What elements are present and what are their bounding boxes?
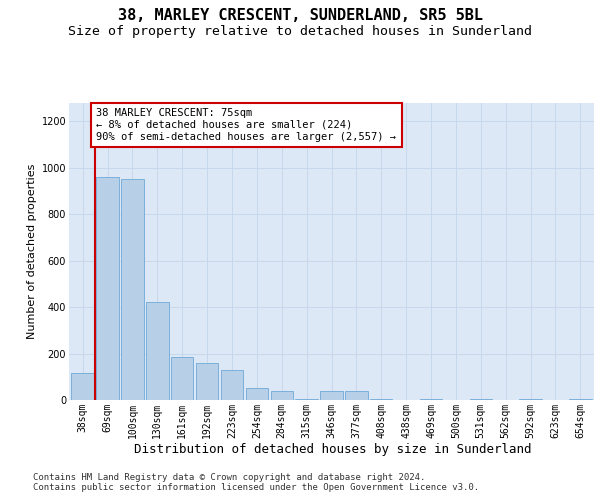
Bar xyxy=(345,390,368,400)
Bar xyxy=(97,177,119,400)
Bar xyxy=(295,399,318,400)
Bar xyxy=(520,399,542,400)
Text: Distribution of detached houses by size in Sunderland: Distribution of detached houses by size … xyxy=(134,442,532,456)
Bar xyxy=(221,370,243,400)
Bar xyxy=(71,374,94,400)
Bar xyxy=(470,399,492,400)
Text: 38 MARLEY CRESCENT: 75sqm
← 8% of detached houses are smaller (224)
90% of semi-: 38 MARLEY CRESCENT: 75sqm ← 8% of detach… xyxy=(97,108,397,142)
Bar xyxy=(320,390,343,400)
Bar xyxy=(146,302,169,400)
Bar xyxy=(370,399,392,400)
Bar xyxy=(271,390,293,400)
Bar xyxy=(245,388,268,400)
Bar xyxy=(171,357,193,400)
Bar xyxy=(569,399,592,400)
Bar xyxy=(420,399,442,400)
Text: 38, MARLEY CRESCENT, SUNDERLAND, SR5 5BL: 38, MARLEY CRESCENT, SUNDERLAND, SR5 5BL xyxy=(118,8,482,22)
Bar xyxy=(196,363,218,400)
Text: Contains HM Land Registry data © Crown copyright and database right 2024.
Contai: Contains HM Land Registry data © Crown c… xyxy=(33,472,479,492)
Bar xyxy=(121,179,143,400)
Text: Size of property relative to detached houses in Sunderland: Size of property relative to detached ho… xyxy=(68,25,532,38)
Y-axis label: Number of detached properties: Number of detached properties xyxy=(28,164,37,339)
